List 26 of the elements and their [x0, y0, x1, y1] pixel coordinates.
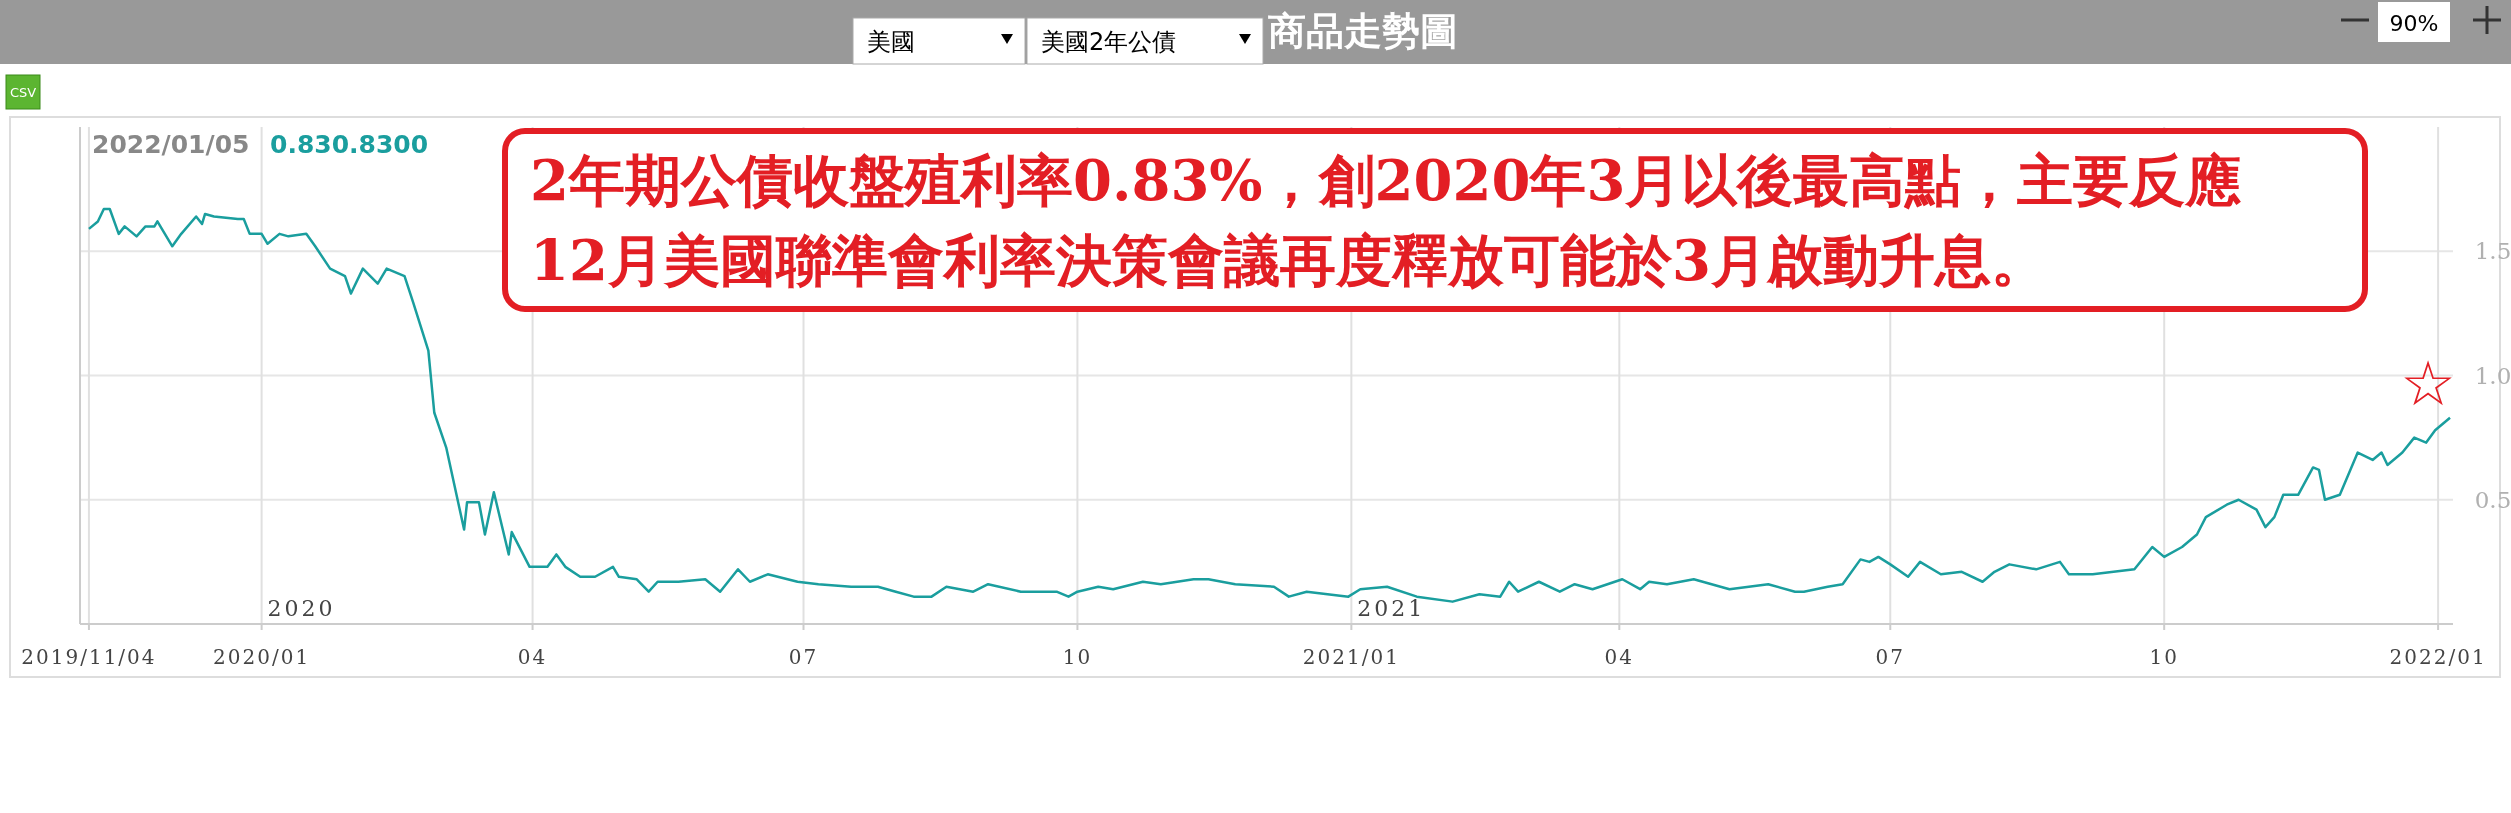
y-tick-label: 1.0: [2474, 362, 2511, 389]
text: 美國2年公債: [1041, 28, 1177, 56]
callout: 2年期公債收盤殖利率0.83%，創2020年3月以後最高點，主要反應 12月美國聯準會利率決策會議再度釋放可能於3月啟動升息。: [502, 128, 2368, 312]
x-tick-label: 10: [1062, 645, 1093, 669]
text: 美國: [867, 28, 915, 56]
y-tick-label: 0.5: [2474, 486, 2511, 513]
x-tick-label: 2021/01: [1302, 645, 1400, 669]
y-tick-label: 1.5: [2474, 238, 2511, 265]
annotation: 2021: [1357, 596, 1426, 621]
annotation: ☆: [2400, 347, 2456, 420]
annotation: 2020: [267, 596, 336, 621]
x-tick-label: 04: [517, 645, 548, 669]
x-tick-label: 2020/01: [213, 645, 311, 669]
annotation: 12月美國聯準會利率決策會議再度釋放可能於3月啟動升息。: [530, 227, 2047, 293]
x-tick-label: 07: [788, 645, 819, 669]
x-tick-label: 2022/01: [2389, 645, 2487, 669]
text: 90%: [2389, 11, 2439, 36]
chart-title: 商品走勢圖: [1268, 9, 1458, 53]
annotation: 2022/01/05: [92, 130, 250, 159]
x-tick-label: 2019/11/04: [21, 645, 157, 669]
annotation: 0.830.8300: [270, 130, 429, 159]
x-tick-label: 10: [2149, 645, 2179, 669]
x-tick-label: 04: [1604, 645, 1635, 669]
text: CSV: [9, 85, 37, 100]
annotation: 2年期公債收盤殖利率0.83%，創2020年3月以後最高點，主要反應: [530, 147, 2242, 213]
x-tick-label: 07: [1875, 645, 1905, 669]
